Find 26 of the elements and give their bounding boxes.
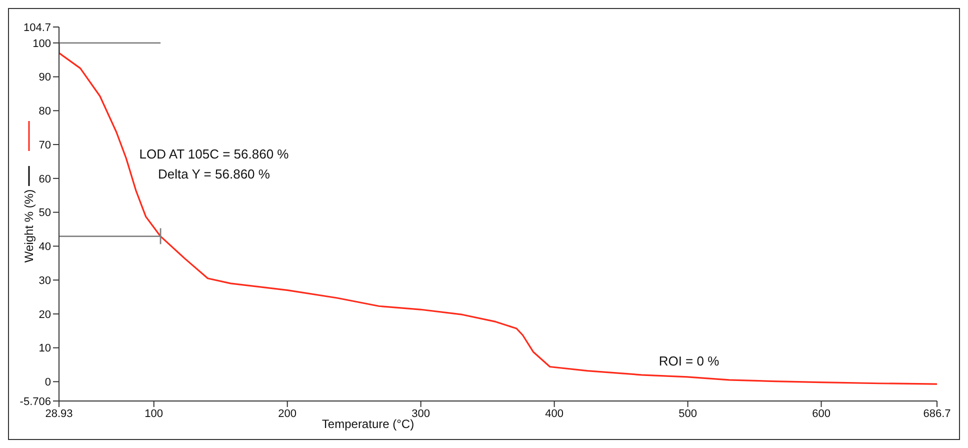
y-tick-label: 104.7 bbox=[23, 22, 51, 34]
annotation: ROI = 0 % bbox=[658, 354, 720, 368]
y-tick-label: 80 bbox=[38, 106, 51, 118]
y-axis-title: Weight % (%) bbox=[22, 189, 36, 263]
y-tick-label: 10 bbox=[38, 342, 51, 355]
y-tick-label: 60 bbox=[38, 173, 51, 186]
x-tick-label: 28.93 bbox=[45, 408, 73, 420]
annotation: Delta Y = 56.860 % bbox=[158, 166, 270, 182]
x-tick-label: 500 bbox=[678, 408, 697, 420]
x-tick-label: 300 bbox=[412, 408, 430, 420]
y-tick-label: 20 bbox=[38, 308, 51, 321]
y-tick-label: -5.706 bbox=[20, 396, 51, 408]
x-tick-label: 600 bbox=[812, 408, 830, 420]
y-tick-label: 70 bbox=[38, 139, 51, 152]
y-tick-label: 50 bbox=[38, 207, 51, 220]
x-tick-label: 400 bbox=[545, 408, 564, 420]
y-tick-label: 90 bbox=[38, 72, 51, 84]
y-tick-label: 0 bbox=[44, 376, 51, 389]
y-tick-label: 40 bbox=[38, 241, 51, 254]
y-tick-label: 100 bbox=[32, 38, 51, 50]
x-tick-label: 100 bbox=[144, 408, 164, 420]
annotation: LOD AT 105C = 56.860 % bbox=[139, 146, 289, 162]
x-tick-label: 686.7 bbox=[923, 408, 951, 420]
x-axis-title: Temperature (°C) bbox=[322, 417, 414, 431]
y-tick-label: 30 bbox=[38, 274, 51, 287]
x-tick-label: 200 bbox=[278, 408, 297, 420]
